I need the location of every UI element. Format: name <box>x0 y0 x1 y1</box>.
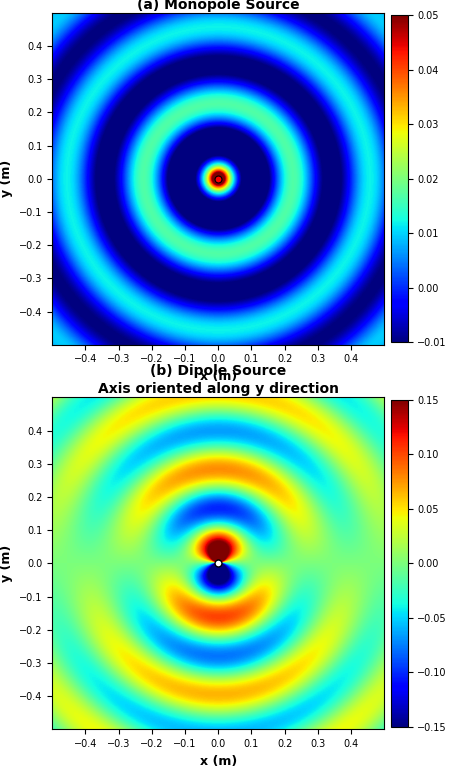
Y-axis label: y (m): y (m) <box>0 544 13 582</box>
Title: (b) Dipole Source
Axis oriented along y direction: (b) Dipole Source Axis oriented along y … <box>98 364 338 396</box>
X-axis label: x (m): x (m) <box>200 754 237 767</box>
Title: (a) Monopole Source: (a) Monopole Source <box>137 0 300 12</box>
X-axis label: x (m): x (m) <box>200 370 237 383</box>
Y-axis label: y (m): y (m) <box>0 160 13 198</box>
